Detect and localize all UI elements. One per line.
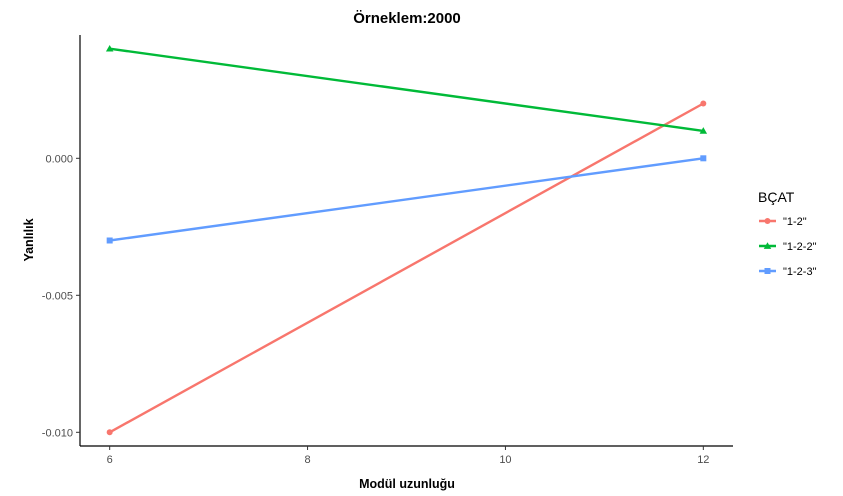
x-tick-label: 8 xyxy=(304,454,310,466)
data-point xyxy=(106,237,113,244)
x-axis-title: Modül uzunluğu xyxy=(359,477,455,491)
data-point xyxy=(106,429,113,436)
series-3 xyxy=(106,155,707,244)
legend-item-2: "1-2-2" xyxy=(759,241,817,253)
y-tick-label: -0.010 xyxy=(42,427,73,439)
y-axis: -0.010 -0.005 0.000 xyxy=(42,35,81,446)
y-axis-title: Yanlılık xyxy=(22,218,36,261)
series-line xyxy=(108,157,705,242)
x-tick-label: 12 xyxy=(697,454,709,466)
data-point xyxy=(700,155,707,162)
legend-label: "1-2-2" xyxy=(783,241,817,253)
x-tick-label: 6 xyxy=(107,454,113,466)
legend-key-marker xyxy=(763,242,772,249)
series-2 xyxy=(105,44,708,134)
chart-title: Örneklem:2000 xyxy=(353,10,461,27)
legend-item-1: "1-2" xyxy=(759,216,807,228)
legend-label: "1-2" xyxy=(783,216,807,228)
plot-area xyxy=(105,44,708,436)
series-line xyxy=(108,102,705,434)
legend: BÇAT "1-2" "1-2-2" "1-2-3" xyxy=(758,189,817,278)
legend-key-marker xyxy=(764,218,771,224)
y-tick-label: -0.005 xyxy=(42,290,73,302)
y-tick-label: 0.000 xyxy=(45,153,73,165)
data-point xyxy=(105,44,114,52)
x-tick-label: 10 xyxy=(499,454,511,466)
legend-item-3: "1-2-3" xyxy=(759,266,817,278)
legend-items: "1-2" "1-2-2" "1-2-3" xyxy=(759,216,817,278)
series-line xyxy=(108,47,705,133)
series-1 xyxy=(106,100,707,436)
legend-title: BÇAT xyxy=(758,189,795,205)
legend-label: "1-2-3" xyxy=(783,266,817,278)
legend-key-marker xyxy=(764,268,771,274)
data-point xyxy=(699,127,708,134)
x-axis: 6 8 10 12 xyxy=(80,445,733,466)
data-point xyxy=(700,100,707,107)
